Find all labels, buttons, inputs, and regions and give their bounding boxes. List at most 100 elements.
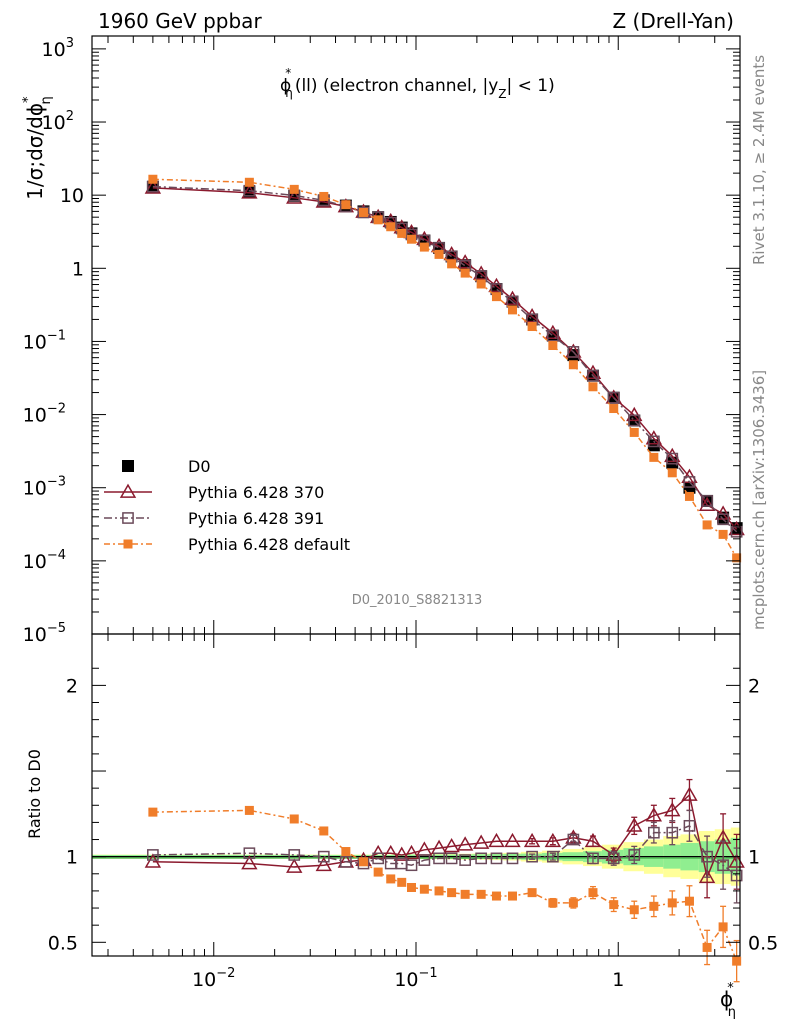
ratio-point-2: [476, 889, 486, 899]
ratio-point-1: [506, 852, 519, 865]
main-point-3: [244, 177, 254, 187]
ratio-point-1: [547, 850, 559, 863]
main-series-line-2: [152, 185, 738, 533]
ratio-point-2: [373, 867, 383, 877]
main-point-2: [701, 495, 713, 507]
source-label: mcplots.cern.ch [arXiv:1306.3436]: [750, 370, 768, 630]
ratio-point-2: [684, 896, 694, 906]
ratio-series-line-0: [152, 793, 738, 880]
main-panel-marks: [144, 174, 745, 563]
ratio-point-0: [144, 853, 162, 868]
ratio-point-2: [341, 847, 351, 857]
ratio-point-2: [548, 898, 558, 908]
ratio-ylabel: Ratio to D0: [25, 749, 44, 839]
main-point-3: [527, 322, 537, 332]
ratio-point-1: [317, 850, 330, 863]
ratio-point-2: [397, 877, 407, 887]
xtick-label: 10−1: [394, 966, 437, 991]
legend-label-0: D0: [188, 457, 211, 476]
legend-marker-0: [122, 460, 134, 472]
ratio-point-2: [649, 901, 659, 911]
main-point-3: [373, 215, 383, 225]
ratio-ytick-label: 2: [66, 675, 78, 697]
main-point-3: [568, 360, 578, 370]
main-point-3: [718, 529, 728, 539]
ratio-point-1: [648, 826, 660, 839]
ratio-point-2: [588, 888, 598, 898]
ratio-point-0: [241, 855, 258, 870]
main-point-3: [667, 468, 677, 478]
ratio-point-1: [340, 855, 352, 868]
ratio-point-1: [418, 854, 431, 866]
ratio-point-1: [243, 847, 256, 860]
ratio-point-2: [507, 891, 517, 901]
main-ytick-label: 10−1: [23, 328, 66, 353]
ratio-point-2: [419, 884, 429, 894]
main-point-2: [683, 476, 696, 488]
ratio-point-1: [405, 859, 418, 872]
legend-marker-3: [123, 539, 133, 549]
main-point-0: [567, 349, 580, 362]
ratio-point-2: [702, 942, 712, 952]
ratio-panel-axes: 0.5 0.5 1 1 2 2 10−2 10−1 1: [48, 633, 778, 991]
analysis-tag: D0_2010_S8821313: [352, 593, 483, 608]
ratio-point-2: [447, 888, 457, 898]
ratio-point-1: [607, 852, 620, 865]
main-point-2: [628, 414, 641, 427]
ratio-ytick-label-right: 0.5: [748, 932, 778, 954]
main-point-3: [702, 520, 712, 530]
ratio-point-2: [358, 857, 368, 867]
ratio-point-1: [147, 849, 159, 861]
main-point-2: [666, 452, 679, 465]
ratio-point-1: [490, 852, 503, 865]
ratio-point-2: [609, 900, 619, 910]
main-ytick-label: 10−4: [23, 548, 66, 573]
ratio-point-1: [288, 849, 301, 861]
main-point-3: [732, 553, 742, 563]
main-ytick-label: 10: [60, 185, 84, 207]
ratio-point-0: [681, 786, 698, 801]
main-point-3: [649, 452, 659, 462]
ratio-point-2: [527, 888, 537, 898]
ratio-point-2: [568, 898, 578, 908]
main-point-3: [629, 427, 639, 437]
ratio-panel-marks: [144, 778, 745, 983]
main-series-line-1: [152, 187, 738, 530]
ratio-point-0: [456, 836, 474, 851]
ratio-ytick-label: 1: [66, 847, 78, 869]
ratio-point-1: [526, 850, 538, 863]
main-point-3: [491, 292, 501, 302]
ratio-point-1: [730, 869, 743, 882]
ratio-ytick-label-right: 2: [748, 675, 760, 697]
ratio-point-1: [567, 833, 580, 846]
main-point-3: [358, 207, 368, 217]
main-point-3: [548, 341, 558, 351]
main-point-3: [460, 268, 470, 278]
main-point-0: [243, 185, 256, 198]
main-ytick-label: 10−5: [23, 621, 66, 646]
ratio-point-1: [459, 854, 472, 866]
main-point-1: [664, 447, 681, 463]
ratio-point-0: [286, 858, 303, 873]
main-ytick-label: 10−3: [23, 475, 66, 500]
legend: D0 Pythia 6.428 370 Pythia 6.428 391 Pythia…: [104, 457, 350, 554]
main-point-3: [386, 222, 396, 232]
ratio-point-2: [386, 874, 396, 884]
ratio-series-line-1: [152, 824, 738, 877]
ratio-point-0: [698, 868, 716, 884]
ratio-point-0: [664, 802, 681, 817]
main-point-2: [648, 435, 660, 448]
main-point-1: [488, 277, 505, 293]
ratio-point-2: [491, 891, 501, 901]
ratio-point-1: [445, 852, 458, 865]
main-point-2: [607, 391, 620, 404]
ratio-point-2: [289, 814, 299, 824]
ratio-point-0: [443, 837, 460, 853]
main-panel-axes: 10−5 10−4 10−3 10−2 10−1 1 10 102 103: [23, 35, 741, 646]
ratio-xlabel: ϕ* η: [720, 981, 736, 1020]
ratio-point-0: [645, 807, 663, 822]
main-point-1: [504, 290, 521, 305]
ratio-point-0: [403, 844, 420, 860]
main-point-3: [507, 305, 517, 315]
energy-label: 1960 GeV ppbar: [98, 9, 262, 33]
